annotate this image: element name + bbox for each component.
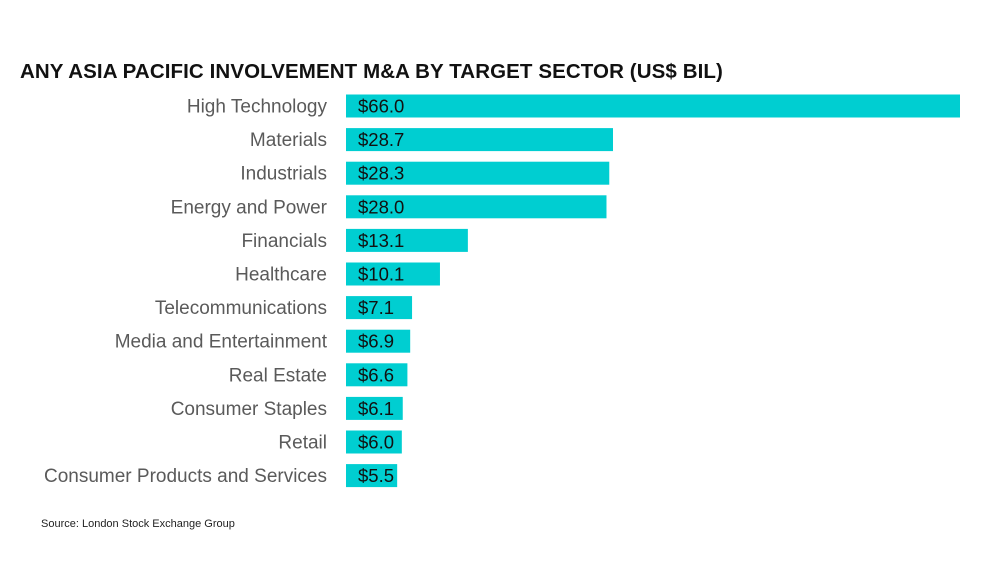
data-label: $6.1 [358, 398, 394, 419]
bar [346, 228, 468, 252]
data-label: $28.7 [358, 129, 404, 150]
chart-title: ANY ASIA PACIFIC INVOLVEMENT M&A BY TARG… [20, 60, 723, 83]
data-label: $7.1 [358, 297, 394, 318]
bar [346, 296, 413, 320]
data-label: $5.5 [358, 465, 394, 486]
source-note: Source: London Stock Exchange Group [41, 518, 235, 530]
category-label: Telecommunications [155, 298, 327, 319]
category-label: Consumer Products and Services [44, 466, 327, 487]
category-label: Financials [241, 231, 327, 252]
category-label: Consumer Staples [171, 399, 327, 420]
bar [346, 430, 402, 454]
data-label: $6.6 [358, 364, 394, 385]
data-label: $66.0 [358, 96, 404, 117]
bar [346, 94, 960, 118]
bar [346, 464, 398, 488]
data-label: $13.1 [358, 230, 404, 251]
category-label: High Technology [187, 97, 328, 118]
data-label: $10.1 [358, 264, 404, 285]
category-label: Energy and Power [171, 197, 328, 218]
data-label: $28.3 [358, 163, 404, 184]
bar [346, 396, 403, 420]
data-label: $6.0 [358, 432, 394, 453]
bar [346, 363, 408, 387]
bar [346, 161, 610, 185]
data-label: $28.0 [358, 196, 404, 217]
category-label: Real Estate [229, 365, 327, 386]
bar [346, 329, 411, 353]
category-label: Retail [278, 433, 327, 454]
category-label: Healthcare [235, 265, 327, 286]
category-label: Materials [250, 130, 327, 151]
data-label: $6.9 [358, 331, 394, 352]
bar [346, 262, 440, 286]
bar [346, 195, 607, 219]
category-label: Media and Entertainment [115, 332, 328, 353]
category-label: Industrials [240, 164, 327, 185]
bar [346, 128, 613, 152]
